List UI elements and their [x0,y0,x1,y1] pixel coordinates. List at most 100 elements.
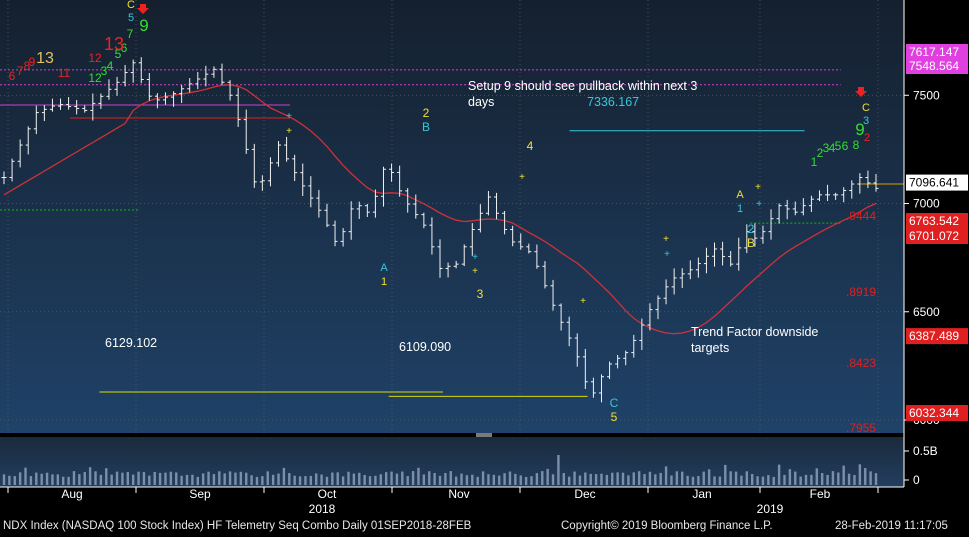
volume-bar [18,472,22,485]
volume-bar [514,473,517,485]
volume-bar [422,474,426,485]
footer-bar: NDX Index (NASDAQ 100 Stock Index) HF Te… [0,517,969,537]
volume-bar [637,471,641,485]
setup9-note-line2: days [468,95,494,109]
volume-axis-label: 0.5B [913,444,938,458]
volume-bar [487,474,490,485]
td-plus-marker: + [472,266,478,277]
volume-bar [325,476,329,485]
trend-note-line1: Trend Factor downside [691,325,818,339]
price-flag-label: 7096.641 [909,176,959,190]
volume-bar [659,472,662,485]
volume-bar [13,476,16,485]
price-flag-label: 6763.542 [909,214,959,228]
td-count-label: 5 [611,410,618,424]
volume-bar [492,474,496,485]
volume-bar [438,475,442,485]
volume-bar [110,474,113,485]
price-flag-box [906,58,968,74]
volume-bar [158,472,162,485]
volume-bar [83,472,86,485]
volume-bar [858,464,862,485]
volume-bar [772,476,775,485]
year-label: 2019 [757,502,784,516]
td-count-label: 6 [9,69,16,83]
volume-bar [826,474,829,485]
price-flag: 6032.344 [906,405,968,422]
volume-bar [390,471,393,485]
td-count-label: 7 [17,64,24,78]
price-flag-label: 6701.072 [909,229,959,243]
td-plus-marker: + [580,296,586,307]
right-price-axis: 75007000650060007617.1477548.5647096.641… [903,0,969,517]
volume-bar [363,474,366,485]
volume-bar [600,473,603,485]
volume-bar [702,471,705,485]
td-count-label: 3 [863,115,869,127]
volume-bar [169,471,173,485]
price-flag-box [906,174,968,191]
volume-bar [745,471,749,485]
setup9-note-line1: Setup 9 should see pullback within next … [468,79,697,93]
volume-bar [131,474,135,485]
volume-bar [175,472,178,485]
footer-security-description: NDX Index (NASDAQ 100 Stock Index) HF Te… [3,520,472,532]
td-count-label: 2 [748,222,755,236]
volume-bar [266,471,269,485]
price-flag: 6763.542 [906,213,968,229]
price-flag: 6701.072 [906,228,968,244]
month-label: Oct [318,487,337,501]
td-count-label: 5 [115,47,122,61]
td-count-label: 8 [24,59,31,73]
volume-bar [320,474,323,485]
td-count-label: 8 [853,138,860,152]
annotations: Setup 9 should see pullback within next … [105,79,876,435]
volume-bar [105,468,108,485]
price-flag-label: 6032.344 [909,406,959,420]
volume-bar [729,471,732,485]
volume-bar [589,473,592,485]
volume-bar [368,476,372,485]
volume-bar [465,475,469,485]
volume-bar [185,474,189,485]
price-flag: 7617.147 [906,44,968,60]
td-count-label: 3 [477,287,484,301]
volume-bar [51,474,54,485]
td-plus-marker: + [756,199,762,210]
price-flag-box [906,44,968,60]
volume-bar [35,472,38,485]
volume-bar [250,475,253,485]
volume-bar [358,472,361,485]
td-count-label: 2 [423,106,430,120]
level-label-7336: 7336.167 [587,95,639,109]
volume-bar [40,473,43,485]
td-plus-marker: + [755,182,761,193]
volume-bar [627,475,630,485]
volume-bar [271,474,275,485]
volume-bar [842,465,845,485]
volume-bar [557,455,560,485]
td-plus-marker: + [519,172,525,183]
volume-bar [88,467,92,485]
price-flag: 7096.641 [906,174,968,191]
volume-bar [401,471,404,485]
td-count-label: 6 [842,139,849,153]
volume-bar [799,476,802,485]
year-label: 2018 [309,502,336,516]
price-flag: 7548.564 [906,58,968,74]
volume-bar [395,473,399,485]
trend-factor-label: .8919 [846,285,876,299]
volume-bar [820,473,824,485]
volume-bar [121,472,124,485]
volume-bar [611,472,614,485]
volume-bar [783,474,786,485]
volume-bar [707,469,711,485]
footer-timestamp: 28-Feb-2019 11:17:05 [835,520,948,532]
volume-bar [207,471,210,485]
volume-bar [847,473,851,485]
td-count-label: 9 [855,120,864,139]
td-count-label: 5 [128,12,134,24]
volume-bar [837,472,840,485]
volume-bar [428,471,431,485]
